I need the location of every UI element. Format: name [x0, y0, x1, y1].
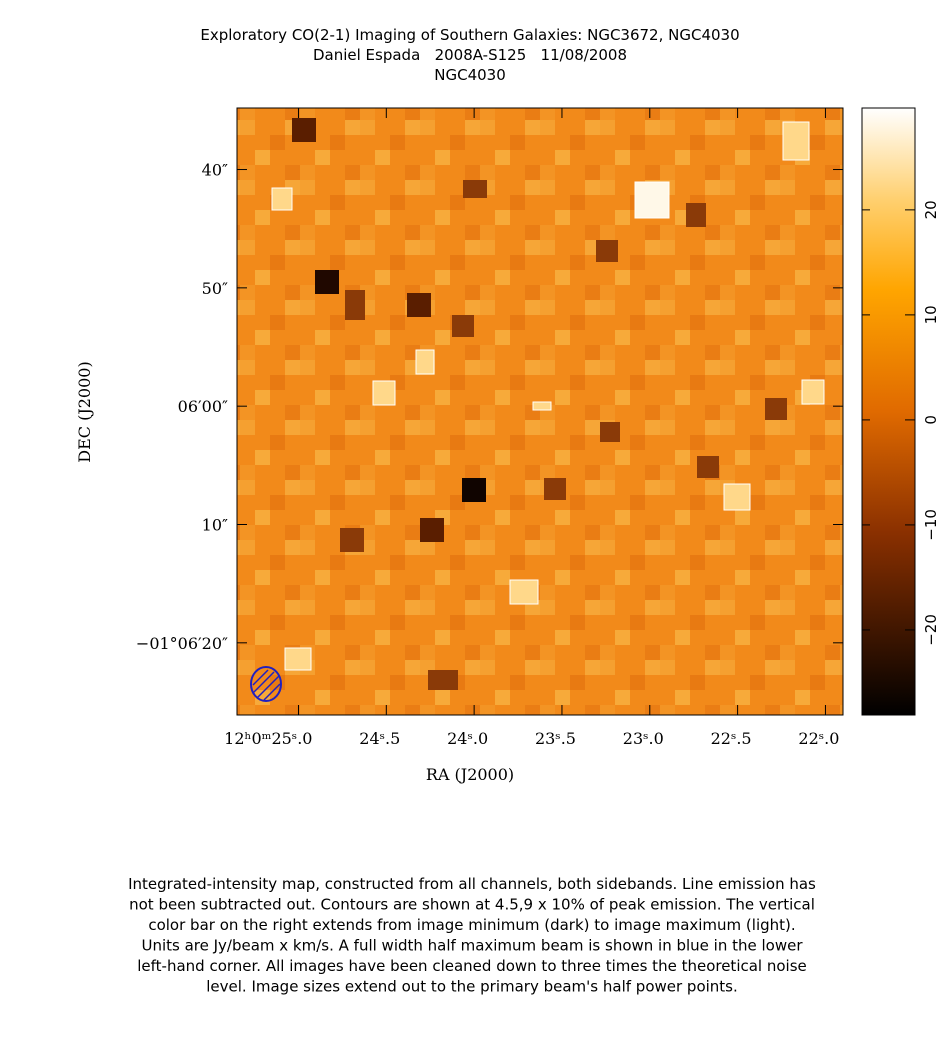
x-tick-label: 12ʰ0ᵐ25ˢ.0	[224, 729, 312, 748]
caption-line: color bar on the right extends from imag…	[148, 916, 795, 934]
x-tick-label: 24ˢ.5	[359, 729, 400, 748]
colorbar	[861, 107, 916, 716]
x-tick-label: 23ˢ.0	[623, 729, 664, 748]
y-tick-label: 40″	[202, 161, 228, 180]
colorbar-tick-label: 10	[922, 305, 939, 324]
x-axis-label: RA (J2000)	[426, 765, 514, 784]
colorbar-tick-label: −10	[922, 509, 939, 541]
x-tick-label: 24ˢ.0	[447, 729, 488, 748]
colorbar-tick-label: −20	[922, 614, 939, 646]
caption-line: level. Image sizes extend out to the pri…	[206, 978, 738, 996]
y-tick-label: 10″	[202, 515, 228, 534]
y-tick-label: 06′00″	[178, 397, 228, 416]
x-tick-label: 22ˢ.0	[798, 729, 839, 748]
y-tick-label: −01°06′20″	[136, 634, 228, 653]
subtitle: Daniel Espada 2008A-S125 11/08/2008	[313, 46, 627, 64]
image	[236, 107, 844, 716]
x-tick-label: 22ˢ.5	[711, 729, 752, 748]
object-name: NGC4030	[434, 66, 506, 84]
x-tick-label: 23ˢ.5	[535, 729, 576, 748]
caption: Integrated-intensity map, constructed fr…	[128, 875, 816, 996]
y-axis-label: DEC (J2000)	[75, 361, 94, 462]
caption-line: Integrated-intensity map, constructed fr…	[128, 875, 816, 893]
caption-line: left-hand corner. All images have been c…	[137, 957, 807, 975]
title: Exploratory CO(2-1) Imaging of Southern …	[200, 26, 739, 44]
caption-line: not been subtracted out. Contours are sh…	[129, 896, 815, 914]
caption-line: Units are Jy/beam x km/s. A full width h…	[141, 937, 803, 955]
y-tick-label: 50″	[202, 279, 228, 298]
colorbar-tick-label: 20	[922, 200, 939, 219]
beam	[250, 666, 282, 702]
colorbar-tick-label: 0	[922, 415, 939, 425]
